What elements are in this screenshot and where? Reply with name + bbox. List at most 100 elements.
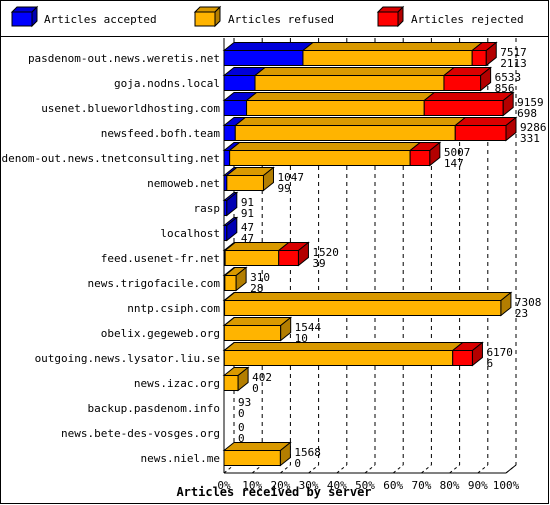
bar-side <box>429 141 441 167</box>
x-tick-label: 20% <box>270 479 290 492</box>
value-accepted-label: 698 <box>517 107 537 120</box>
legend: Articles accepted Articles refused Artic… <box>10 5 524 28</box>
gridline-floor <box>505 464 517 474</box>
legend-swatch-refused-side <box>214 5 221 28</box>
gridline-floor <box>308 464 319 474</box>
bar-accepted-top <box>222 42 315 51</box>
value-accepted-label: 0 <box>252 382 259 395</box>
category-label: nemoweb.net <box>147 177 220 190</box>
legend-swatch-accepted <box>11 11 33 27</box>
bar-refused <box>226 175 264 191</box>
bar-side <box>279 441 291 467</box>
category-label: usenet.blueworldhosting.com <box>41 102 220 115</box>
bar-rejected <box>471 50 487 66</box>
value-total-label: 91 <box>241 196 254 209</box>
category-labels: pasdenom-out.news.weretis.net goja.nodns.… <box>0 52 220 465</box>
value-accepted-label: 91 <box>241 207 254 220</box>
value-total-label: 93 <box>238 396 251 409</box>
bar-refused <box>223 350 454 366</box>
category-label: news.niel.me <box>141 452 220 465</box>
category-label: newsfeed.bofh.team <box>101 127 221 140</box>
category-label: outgoing.news.lysator.liu.se <box>35 352 220 365</box>
legend-item-refused: Articles refused <box>193 5 334 28</box>
bar-accepted <box>223 75 256 91</box>
legend-swatch-rejected-side <box>397 5 404 28</box>
value-total-label: 6170 <box>486 346 513 359</box>
value-total-label: 7517 <box>500 46 527 59</box>
value-total-label: 9159 <box>517 96 544 109</box>
category-label: pasdenom-out.news.weretis.net <box>28 52 220 65</box>
bar-side <box>262 166 274 192</box>
legend-item-accepted: Articles accepted <box>10 5 157 28</box>
x-axis-ticks: 0% 10% 20% 30% 40% 50% 60% 70% 80% 90% 100% <box>217 479 519 492</box>
value-total-label: 310 <box>250 271 270 284</box>
bar-refused <box>229 150 411 166</box>
bar-accepted <box>223 100 248 116</box>
bar-side <box>237 366 249 392</box>
x-tick-label: 70% <box>411 479 431 492</box>
value-total-label: 1568 <box>294 446 321 459</box>
bar-side <box>226 216 238 242</box>
bar-side <box>297 241 309 267</box>
bar-refused-top <box>223 292 513 301</box>
value-accepted-label: 856 <box>495 82 515 95</box>
x-tick-label: 90% <box>468 479 488 492</box>
legend-swatch-rejected <box>377 11 399 27</box>
bar-rejected <box>443 75 482 91</box>
value-total-label: 0 <box>238 421 245 434</box>
value-accepted-label: 99 <box>277 182 290 195</box>
category-label: news.izac.org <box>134 377 220 390</box>
x-tick-label: 40% <box>327 479 347 492</box>
bar-refused <box>223 450 281 466</box>
bar-side <box>505 116 517 142</box>
bar-refused <box>254 75 445 91</box>
bar-side <box>502 91 514 117</box>
value-accepted-label: 23 <box>515 307 528 320</box>
bar-accepted <box>223 125 236 141</box>
gridline-floor <box>336 464 348 474</box>
category-label: goja.nodns.local <box>114 77 220 90</box>
value-total-label: 402 <box>252 371 272 384</box>
bar-refused-top <box>233 117 467 126</box>
category-label: obelix.gegeweb.org <box>101 327 220 340</box>
category-label: rasp <box>194 202 221 215</box>
bar-refused <box>223 325 282 341</box>
bar-refused-top <box>228 142 422 151</box>
bar-side <box>485 41 497 67</box>
bars <box>222 41 518 467</box>
value-accepted-label: 10 <box>295 332 308 345</box>
bar-rejected <box>409 150 431 166</box>
bar-refused-top <box>253 67 456 76</box>
value-accepted-label: 2113 <box>500 57 527 70</box>
bar-rejected <box>452 350 473 366</box>
bar-refused-top <box>222 317 293 326</box>
value-accepted-label: 0 <box>238 432 245 445</box>
plot-area <box>223 38 517 474</box>
bar-refused-top <box>222 442 292 451</box>
legend-label-accepted: Articles accepted <box>44 13 157 26</box>
x-tick-label: 80% <box>440 479 460 492</box>
gridline-floor <box>449 464 460 474</box>
value-accepted-label: 0 <box>294 457 301 470</box>
gridline-floor <box>223 464 235 474</box>
value-total-label: 1047 <box>277 171 304 184</box>
gridline-floor <box>421 464 432 474</box>
category-label: pasdenom-out.news.tnetconsulting.net <box>0 152 220 165</box>
value-accepted-label: 0 <box>238 407 245 420</box>
bar-refused <box>224 300 502 316</box>
gridline-floor <box>251 464 263 474</box>
bar-side <box>500 291 512 317</box>
gridline-floor <box>364 464 376 474</box>
bar-refused <box>234 125 456 141</box>
x-tick-label: 50% <box>355 479 375 492</box>
bar-rejected <box>454 125 507 141</box>
value-total-label: 1520 <box>312 246 339 259</box>
gridline-floor <box>392 464 404 474</box>
bar-refused-top <box>245 92 436 101</box>
bar-refused <box>246 100 425 116</box>
value-total-label: 6533 <box>495 71 522 84</box>
value-total-label: 47 <box>241 221 254 234</box>
category-label: localhost <box>160 227 220 240</box>
category-label: nntp.csiph.com <box>127 302 220 315</box>
legend-swatch-accepted-side <box>31 5 38 28</box>
